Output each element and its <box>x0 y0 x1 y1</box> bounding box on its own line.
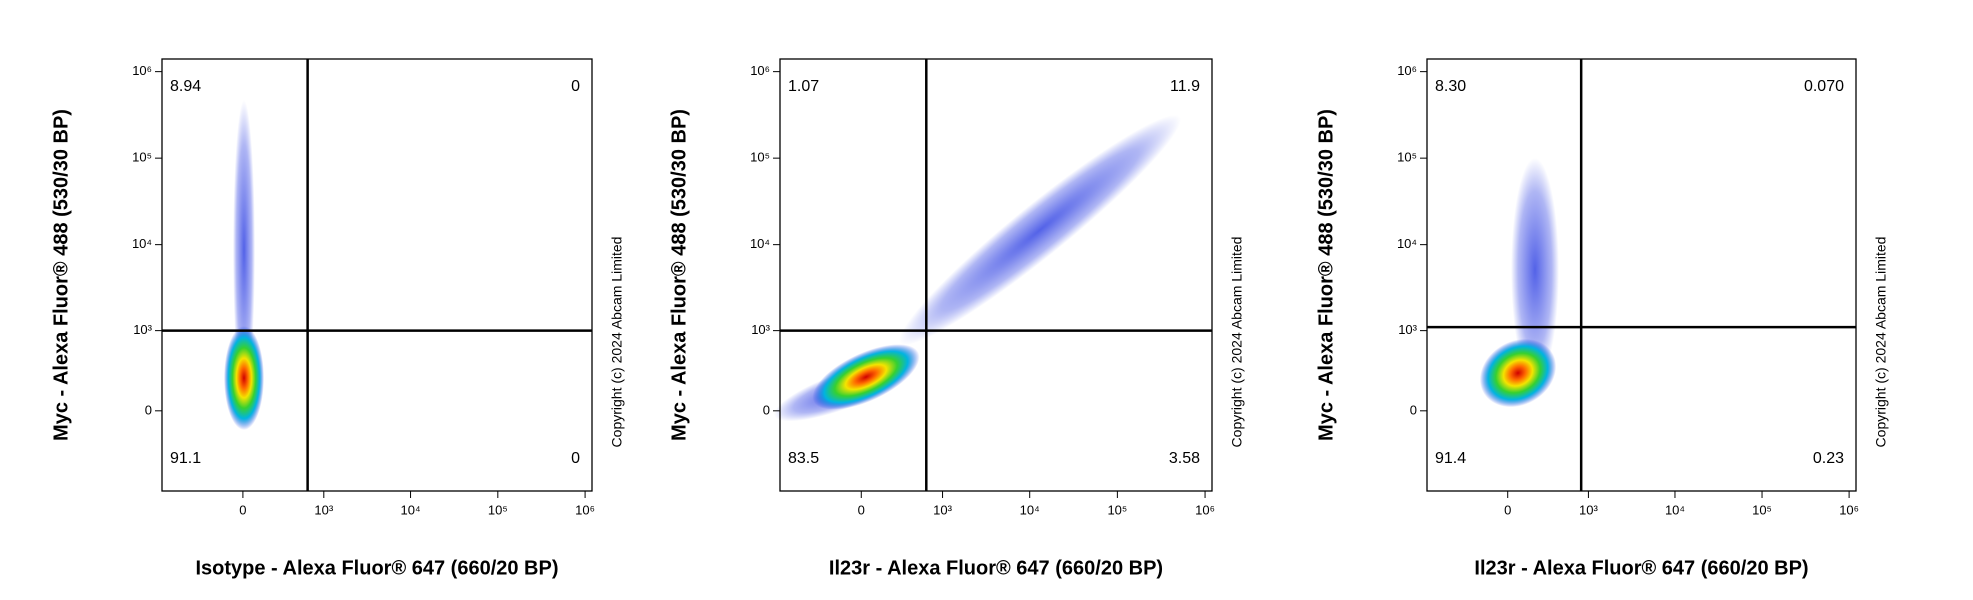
y-tick-label: 0 <box>763 402 770 417</box>
y-tick-label: 10⁶ <box>1397 63 1417 78</box>
y-tick-label: 10⁶ <box>750 63 770 78</box>
x-tick-label: 0 <box>858 502 865 517</box>
x-tick-label: 10⁴ <box>401 502 421 517</box>
x-axis-label: Isotype - Alexa Fluor® 647 (660/20 BP) <box>195 557 558 579</box>
x-tick-label: 10⁵ <box>1752 502 1772 517</box>
y-tick-label: 10³ <box>133 322 152 337</box>
x-tick-label: 10⁶ <box>1195 502 1215 517</box>
density-cloud <box>899 114 1181 346</box>
copyright: Copyright (c) 2024 Abcam Limited <box>609 237 625 448</box>
density-cloud <box>233 100 255 400</box>
quadrant-percent: 0 <box>571 450 580 467</box>
x-tick-label: 10⁵ <box>1107 502 1127 517</box>
y-tick-label: 10⁵ <box>132 150 152 165</box>
x-tick-label: 10⁴ <box>1665 502 1685 517</box>
quadrant-percent: 0.23 <box>1813 450 1844 467</box>
y-tick-label: 0 <box>1410 402 1417 417</box>
x-tick-label: 10³ <box>933 502 952 517</box>
density-cloud <box>812 344 920 410</box>
density-clouds <box>224 100 1559 430</box>
y-tick-label: 10³ <box>751 322 770 337</box>
x-tick-label: 0 <box>239 502 246 517</box>
quadrant-percent: 11.9 <box>1170 78 1200 95</box>
quadrant-percent: 83.5 <box>788 450 819 467</box>
x-axis-label: Il23r - Alexa Fluor® 647 (660/20 BP) <box>829 557 1163 579</box>
x-tick-label: 10⁵ <box>488 502 508 517</box>
copyright: Copyright (c) 2024 Abcam Limited <box>1873 237 1889 448</box>
quadrant-percent: 91.1 <box>170 450 201 467</box>
quadrant-percent: 8.30 <box>1435 78 1466 95</box>
x-tick-label: 10³ <box>314 502 333 517</box>
y-tick-label: 10⁴ <box>1397 236 1417 251</box>
y-tick-label: 10⁴ <box>132 236 152 251</box>
density-cloud <box>1479 338 1557 408</box>
y-tick-label: 10⁵ <box>750 150 770 165</box>
x-axis-label: Il23r - Alexa Fluor® 647 (660/20 BP) <box>1474 557 1808 579</box>
quadrant-percent: 3.58 <box>1169 450 1200 467</box>
y-axis-label: Myc - Alexa Fluor® 488 (530/30 BP) <box>50 109 72 441</box>
x-tick-label: 10⁴ <box>1020 502 1040 517</box>
density-cloud <box>224 326 264 430</box>
y-tick-label: 0 <box>145 402 152 417</box>
plot-frame <box>161 58 593 492</box>
y-axis-label: Myc - Alexa Fluor® 488 (530/30 BP) <box>668 109 690 441</box>
x-tick-label: 10⁶ <box>1839 502 1859 517</box>
x-tick-label: 10³ <box>1579 502 1598 517</box>
quadrant-percent: 91.4 <box>1435 450 1466 467</box>
quadrant-percent: 0 <box>571 78 580 95</box>
copyright: Copyright (c) 2024 Abcam Limited <box>1229 237 1245 448</box>
y-axis-label: Myc - Alexa Fluor® 488 (530/30 BP) <box>1315 109 1337 441</box>
plot-frame <box>779 58 1213 492</box>
y-tick-label: 10⁶ <box>132 63 152 78</box>
y-tick-label: 10⁴ <box>750 236 770 251</box>
x-tick-label: 10⁶ <box>575 502 595 517</box>
x-tick-label: 0 <box>1504 502 1511 517</box>
quadrant-percent: 8.94 <box>170 78 201 95</box>
quadrant-percent: 0.070 <box>1804 78 1844 95</box>
quadrant-percent: 1.07 <box>788 78 819 95</box>
y-tick-label: 10⁵ <box>1397 150 1417 165</box>
plot-frame <box>1426 58 1857 492</box>
y-tick-label: 10³ <box>1398 322 1417 337</box>
